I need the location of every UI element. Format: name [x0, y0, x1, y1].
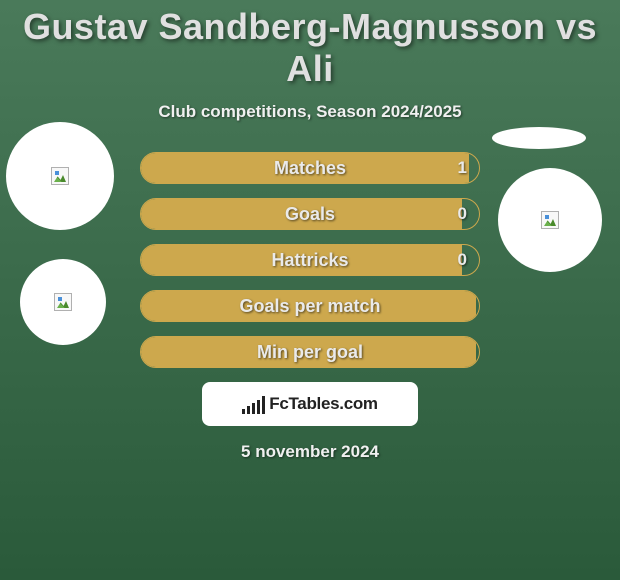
logo-text: FcTables.com — [269, 394, 378, 414]
logo-bars-icon — [242, 394, 265, 414]
broken-image-icon — [54, 293, 72, 311]
player-photo-placeholder-left-top — [6, 122, 114, 230]
player-photo-placeholder-right — [498, 168, 602, 272]
stat-row: Goals per match — [140, 290, 480, 322]
page-subtitle: Club competitions, Season 2024/2025 — [0, 102, 620, 122]
page-title: Gustav Sandberg-Magnusson vs Ali — [0, 0, 620, 90]
player-photo-placeholder-left-bottom — [20, 259, 106, 345]
stat-label: Min per goal — [257, 342, 363, 363]
stat-row: Min per goal — [140, 336, 480, 368]
broken-image-icon — [51, 167, 69, 185]
stat-label: Matches — [274, 158, 346, 179]
stat-label: Hattricks — [271, 250, 348, 271]
broken-image-icon — [541, 211, 559, 229]
footer-date: 5 november 2024 — [0, 442, 620, 462]
stat-label: Goals — [285, 204, 335, 225]
stat-value: 0 — [458, 204, 467, 224]
stat-value: 0 — [458, 250, 467, 270]
stat-row: Matches 1 — [140, 152, 480, 184]
stat-row: Goals 0 — [140, 198, 480, 230]
stat-row: Hattricks 0 — [140, 244, 480, 276]
stat-value: 1 — [458, 158, 467, 178]
decorative-ellipse — [492, 127, 586, 149]
stats-area: Matches 1 Goals 0 Hattricks 0 Goals per match M… — [0, 152, 620, 462]
fctables-logo-badge[interactable]: FcTables.com — [202, 382, 418, 426]
stat-label: Goals per match — [239, 296, 380, 317]
